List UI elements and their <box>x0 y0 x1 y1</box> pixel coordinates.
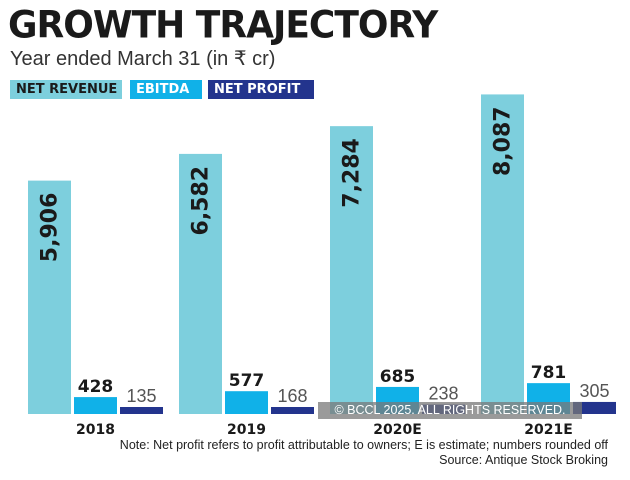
x-tick-2019: 2019 <box>227 422 266 438</box>
net-profit-label-2020E: 238 <box>428 384 458 404</box>
legend-ebitda: EBITDA <box>130 80 202 99</box>
ebitda-bar-2018 <box>74 397 117 414</box>
net-profit-bar-2018 <box>120 407 163 414</box>
net-revenue-label-2021E: 8,087 <box>491 106 516 176</box>
net-profit-label-2021E: 305 <box>579 381 609 401</box>
net-profit-bar-2021E <box>573 401 616 414</box>
net-revenue-bar-2019 <box>179 153 222 415</box>
x-tick-2021E: 2021E <box>524 422 573 438</box>
net-revenue-label-2019: 6,582 <box>189 166 214 236</box>
net-profit-label-2018: 135 <box>126 386 156 406</box>
x-tick-2020E: 2020E <box>373 422 422 438</box>
ebitda-label-2019: 577 <box>229 371 265 391</box>
chart-title: GROWTH TRAJECTORY <box>8 4 438 48</box>
copyright-watermark: © BCCL 2025. ALL RIGHTS RESERVED. <box>318 402 582 419</box>
ebitda-label-2018: 428 <box>78 377 114 397</box>
chart-subtitle: Year ended March 31 (in ₹ cr) <box>10 48 276 70</box>
net-profit-bar-2019 <box>271 407 314 414</box>
ebitda-bar-2019 <box>225 391 268 414</box>
x-tick-2018: 2018 <box>76 422 115 438</box>
ebitda-label-2020E: 685 <box>380 367 416 387</box>
ebitda-label-2021E: 781 <box>531 363 567 383</box>
net-revenue-bar-2021E <box>481 94 524 414</box>
net-revenue-bar-2020E <box>330 126 373 414</box>
net-revenue-label-2020E: 7,284 <box>340 138 365 208</box>
legend-net-revenue: NET REVENUE <box>10 80 122 99</box>
chart-source: Source: Antique Stock Broking <box>439 453 608 467</box>
net-revenue-bar-2018 <box>28 180 71 414</box>
net-profit-label-2019: 168 <box>277 386 307 406</box>
net-revenue-label-2018: 5,906 <box>38 193 63 263</box>
chart-note: Note: Net profit refers to profit attrib… <box>119 438 608 452</box>
legend-net-profit: NET PROFIT <box>208 80 314 99</box>
